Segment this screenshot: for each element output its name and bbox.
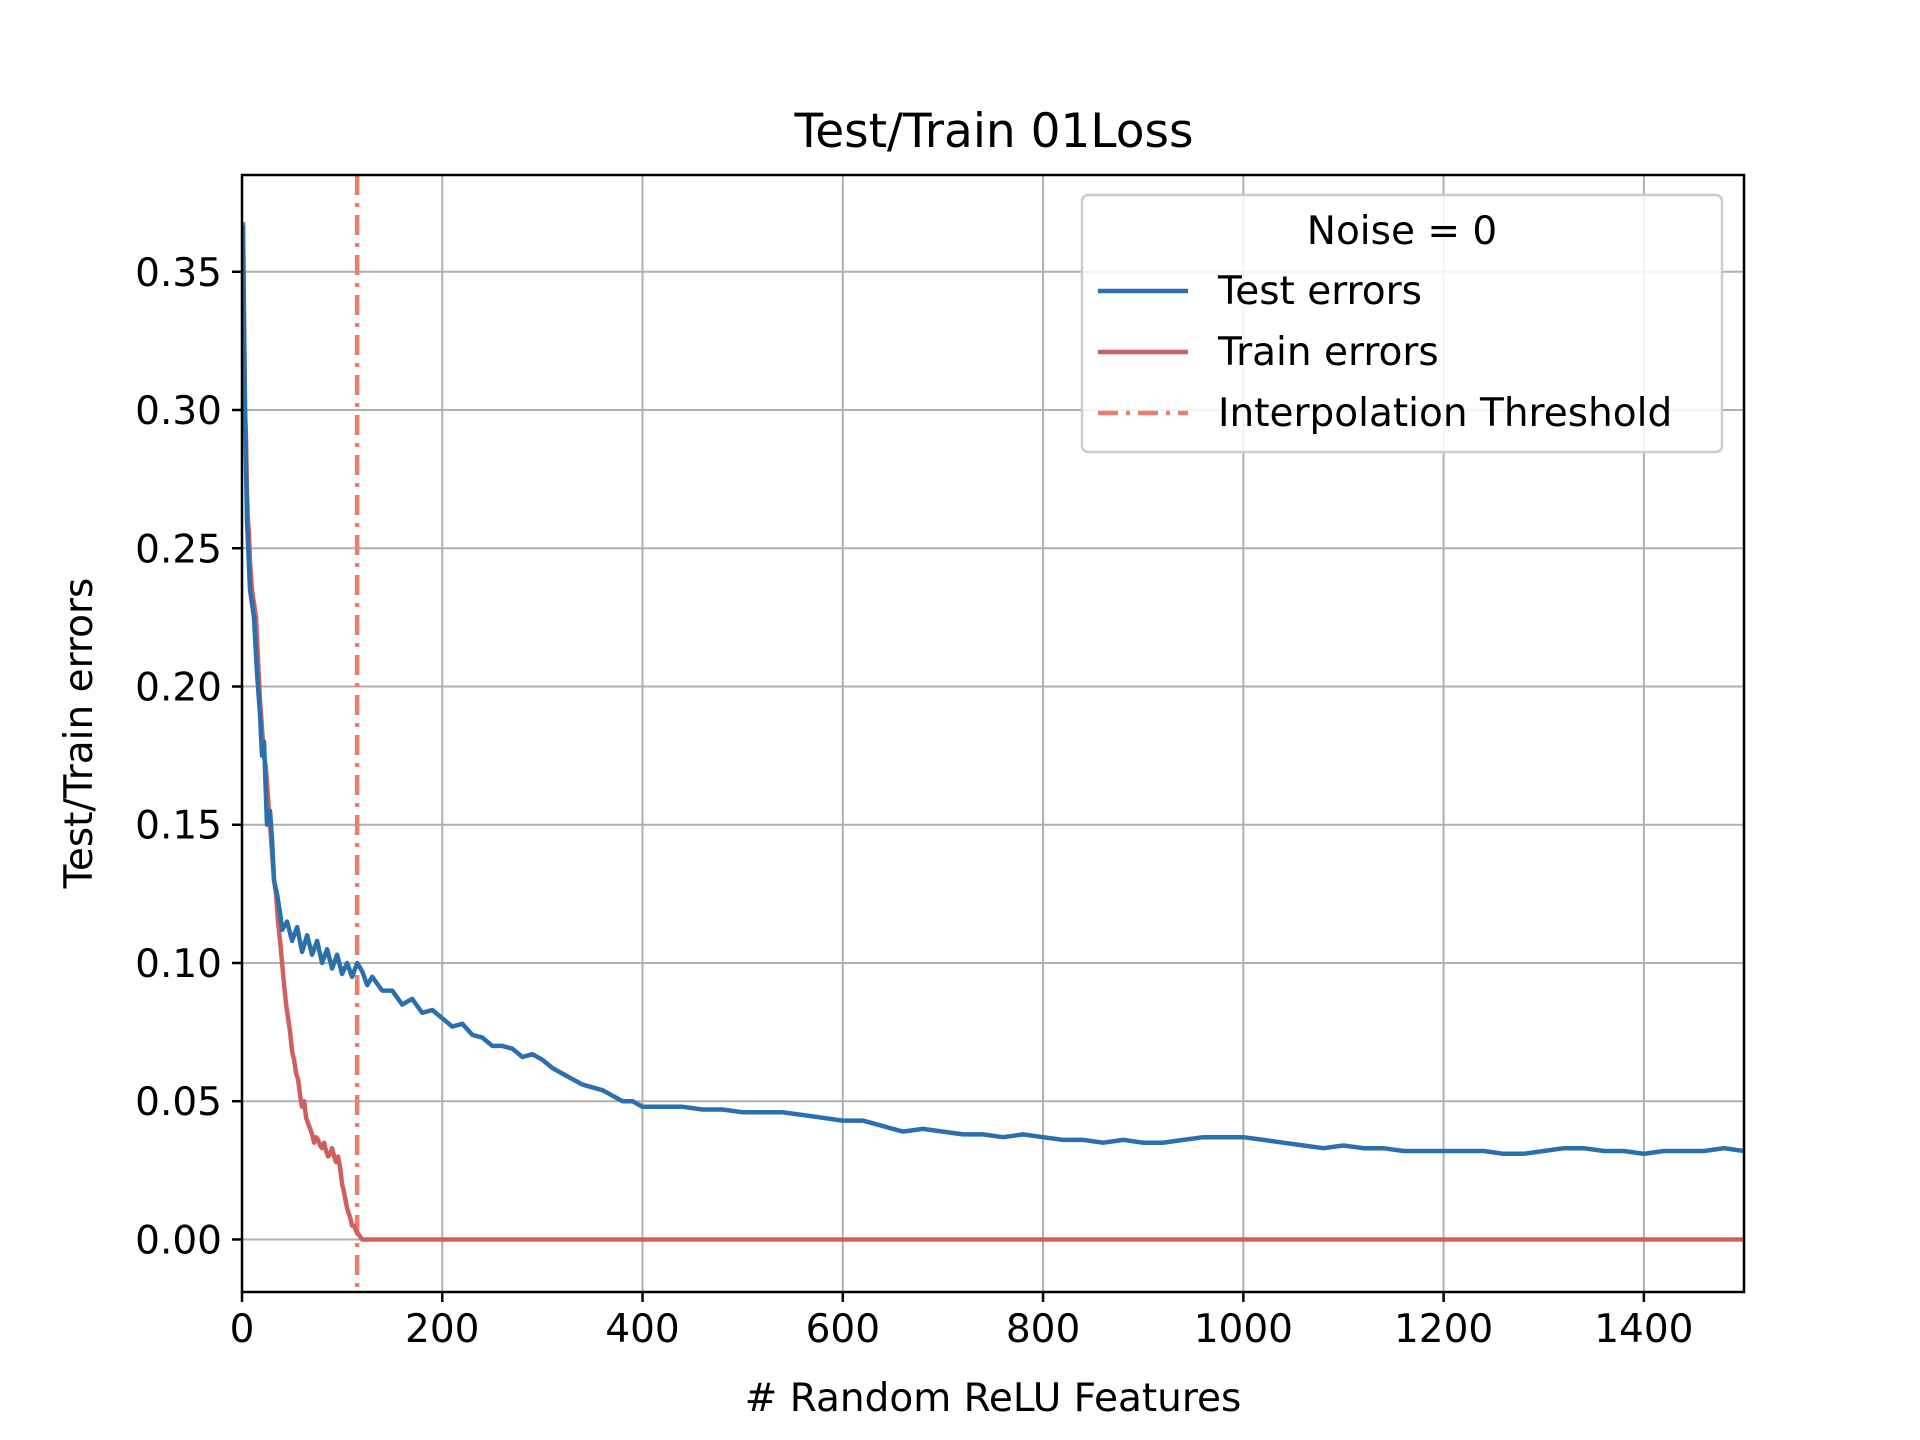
y-tick-label: 0.10 bbox=[135, 942, 222, 987]
x-tick-label: 1400 bbox=[1594, 1307, 1693, 1352]
y-tick-label: 0.25 bbox=[135, 527, 222, 572]
y-tick-label: 0.35 bbox=[135, 251, 222, 296]
legend-title: Noise = 0 bbox=[1307, 209, 1497, 254]
legend-label-interpolation-threshold: Interpolation Threshold bbox=[1218, 391, 1672, 436]
chart-title: Test/Train 01Loss bbox=[794, 104, 1194, 159]
x-tick-label: 400 bbox=[605, 1307, 679, 1352]
y-tick-label: 0.30 bbox=[135, 389, 222, 434]
x-tick-label: 1200 bbox=[1394, 1307, 1493, 1352]
x-tick-label: 0 bbox=[230, 1307, 255, 1352]
x-tick-label: 200 bbox=[405, 1307, 479, 1352]
legend-label-test-errors: Test errors bbox=[1217, 269, 1422, 314]
x-tick-label: 800 bbox=[1006, 1307, 1080, 1352]
series-layer bbox=[242, 221, 1744, 1242]
legend-box bbox=[1080, 193, 1724, 454]
y-tick-label: 0.00 bbox=[135, 1218, 222, 1263]
y-tick-label: 0.15 bbox=[135, 804, 222, 849]
y-tick-label: 0.05 bbox=[135, 1080, 222, 1125]
legend: Noise = 0 Test errors Train errors Inter… bbox=[1080, 193, 1724, 454]
x-axis-label: # Random ReLU Features bbox=[745, 1376, 1242, 1421]
y-axis-label: Test/Train errors bbox=[57, 578, 102, 890]
x-tick-label: 600 bbox=[806, 1307, 880, 1352]
y-tick-label: 0.20 bbox=[135, 665, 222, 710]
x-axis-ticks: 0 200 400 600 800 1000 1200 1400 bbox=[230, 1292, 1693, 1352]
series-line-test-errors bbox=[242, 224, 1744, 1157]
x-tick-label: 1000 bbox=[1194, 1307, 1293, 1352]
y-axis-ticks: 0.00 0.05 0.10 0.15 0.20 0.25 0.30 0.35 bbox=[135, 251, 242, 1263]
legend-label-train-errors: Train errors bbox=[1217, 330, 1439, 375]
plot-area bbox=[242, 175, 1744, 1292]
axes-frame bbox=[240, 173, 1746, 1294]
